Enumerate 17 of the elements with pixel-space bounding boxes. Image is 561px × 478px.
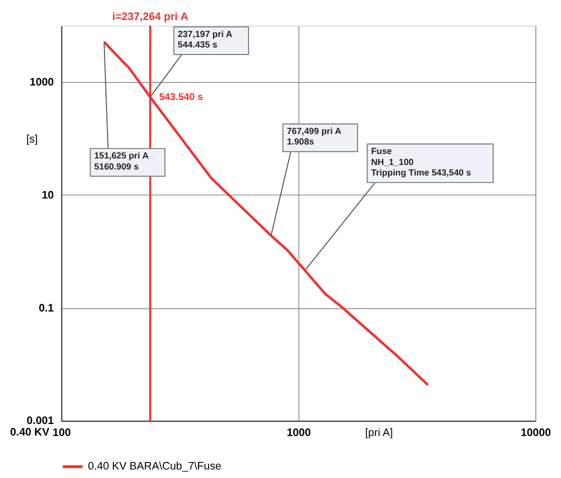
annotation: 151,625 pri A 5160.909 s [94, 150, 150, 172]
ref-line-label: i=237,264 pri A [112, 10, 188, 23]
x-axis-title: [pri A] [365, 427, 393, 440]
y-tick-label: 10 [42, 189, 54, 202]
x-tick-label: 100 [52, 427, 71, 440]
legend-label: 0.40 KV BARA\Cub_7\Fuse [88, 460, 222, 473]
text: 0.40 KV [10, 426, 50, 439]
y-tick-label: 0.1 [38, 302, 54, 314]
y-tick-label: 0.001 [26, 415, 54, 428]
x-tick-label: 1000 [286, 427, 311, 440]
annotation: 543.540 s [159, 92, 204, 104]
annotation: 237,197 pri A 544.435 s [178, 28, 233, 50]
annotation: Fuse NH_1_100 Tripping Time 543,540 s [371, 146, 472, 178]
y-axis-title: [s] [26, 134, 38, 146]
y-tick-label: 1000 [30, 76, 54, 89]
annotation: 767,499 pri A 1.908s [286, 126, 342, 147]
x-tick-label: 10000 [520, 427, 551, 440]
